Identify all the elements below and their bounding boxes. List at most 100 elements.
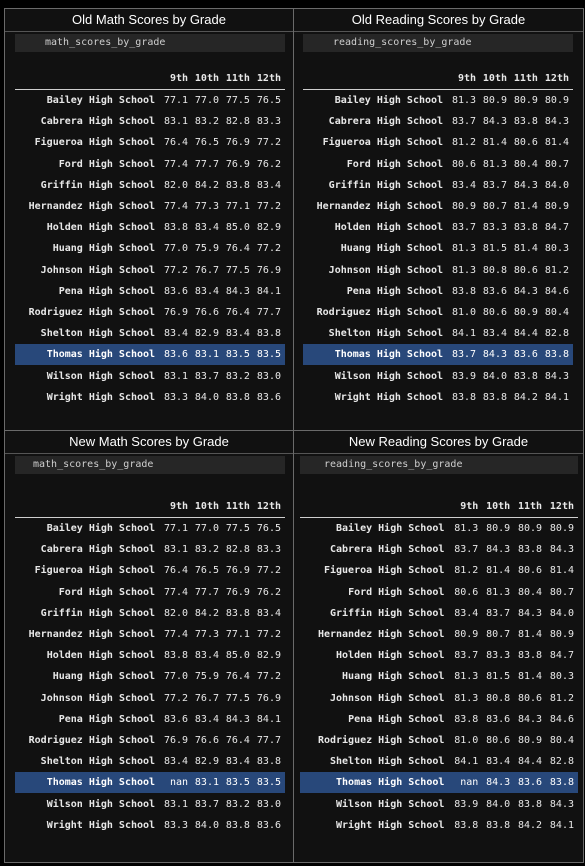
school-name: Cabrera High School	[40, 116, 156, 128]
table-row[interactable]: Huang High School 81.3 81.5 81.4 80.3	[303, 238, 573, 259]
panel-title: Old Reading Scores by Grade	[351, 12, 526, 27]
table-row[interactable]: Ford High School 80.6 81.3 80.4 80.7	[303, 154, 573, 175]
table-row[interactable]: Hernandez High School 77.4 77.3 77.1 77.2	[15, 624, 285, 645]
table-row[interactable]: Thomas High School 83.6 83.1 83.5 83.5	[15, 344, 285, 366]
score-cell: 75.9	[194, 243, 219, 255]
score-cell: 84.2	[194, 179, 219, 191]
column-header: 12th	[546, 495, 578, 518]
variable-name-box[interactable]: math_scores_by_grade	[15, 34, 285, 52]
score-cell: 84.3	[486, 777, 511, 789]
table-row[interactable]: Griffin High School 82.0 84.2 83.8 83.4	[15, 603, 285, 624]
score-cell: 83.5	[256, 349, 281, 361]
table-row[interactable]: Figueroa High School 81.2 81.4 80.6 81.4	[300, 560, 578, 581]
index-header	[303, 67, 450, 90]
score-cell: 83.1	[163, 116, 189, 128]
table-row[interactable]: Ford High School 80.6 81.3 80.4 80.7	[300, 582, 578, 603]
table-row[interactable]: Thomas High School nan 83.1 83.5 83.5	[15, 772, 285, 794]
table-row[interactable]: Shelton High School 83.4 82.9 83.4 83.8	[15, 323, 285, 344]
table-row[interactable]: Shelton High School 84.1 83.4 84.4 82.8	[303, 323, 573, 344]
table-row[interactable]: Huang High School 81.3 81.5 81.4 80.3	[300, 666, 578, 687]
table-row[interactable]: Rodriguez High School 81.0 80.6 80.9 80.4	[300, 730, 578, 751]
table-row[interactable]: Pena High School 83.8 83.6 84.3 84.6	[303, 281, 573, 302]
table-row[interactable]: Huang High School 77.0 75.9 76.4 77.2	[15, 666, 285, 687]
table-row[interactable]: Wilson High School 83.9 84.0 83.8 84.3	[300, 793, 578, 814]
table-row[interactable]: Johnson High School 81.3 80.8 80.6 81.2	[300, 688, 578, 709]
score-cell: 81.2	[549, 692, 574, 704]
table-row[interactable]: Figueroa High School 76.4 76.5 76.9 77.2	[15, 132, 285, 153]
table-row[interactable]: Cabrera High School 83.7 84.3 83.8 84.3	[303, 111, 573, 132]
table-row[interactable]: Huang High School 77.0 75.9 76.4 77.2	[15, 238, 285, 259]
table-row[interactable]: Bailey High School 81.3 80.9 80.9 80.9	[300, 518, 578, 540]
table-row[interactable]: Bailey High School 81.3 80.9 80.9 80.9	[303, 90, 573, 112]
table-row[interactable]: Bailey High School 77.1 77.0 77.5 76.5	[15, 518, 285, 540]
score-cell: 80.6	[454, 586, 479, 598]
column-header: 9th	[161, 67, 193, 90]
table-row[interactable]: Wilson High School 83.1 83.7 83.2 83.0	[15, 365, 285, 386]
table-row[interactable]: Griffin High School 82.0 84.2 83.8 83.4	[15, 175, 285, 196]
table-row[interactable]: Hernandez High School 80.9 80.7 81.4 80.9	[303, 196, 573, 217]
table-row[interactable]: Rodriguez High School 76.9 76.6 76.4 77.7	[15, 730, 285, 751]
table-row[interactable]: Hernandez High School 80.9 80.7 81.4 80.9	[300, 624, 578, 645]
table-row[interactable]: Shelton High School 83.4 82.9 83.4 83.8	[15, 751, 285, 772]
table-row[interactable]: Wright High School 83.3 84.0 83.8 83.6	[15, 815, 285, 836]
table-row[interactable]: Holden High School 83.8 83.4 85.0 82.9	[15, 217, 285, 238]
score-cell: 77.0	[194, 523, 219, 535]
table-row[interactable]: Holden High School 83.7 83.3 83.8 84.7	[303, 217, 573, 238]
table-row[interactable]: Ford High School 77.4 77.7 76.9 76.2	[15, 582, 285, 603]
table-row[interactable]: Cabrera High School 83.1 83.2 82.8 83.3	[15, 539, 285, 560]
table-row[interactable]: Wilson High School 83.1 83.7 83.2 83.0	[15, 793, 285, 814]
score-cell: 84.3	[549, 544, 574, 556]
table-row[interactable]: Johnson High School 77.2 76.7 77.5 76.9	[15, 260, 285, 281]
table-row[interactable]: Thomas High School nan 84.3 83.6 83.8	[300, 772, 578, 794]
score-cell: 84.3	[482, 116, 507, 128]
table-row[interactable]: Johnson High School 81.3 80.8 80.6 81.2	[303, 260, 573, 281]
table-row[interactable]: Holden High School 83.7 83.3 83.8 84.7	[300, 645, 578, 666]
score-cell: 76.4	[225, 243, 250, 255]
table-row[interactable]: Griffin High School 83.4 83.7 84.3 84.0	[300, 603, 578, 624]
variable-name-box[interactable]: math_scores_by_grade	[15, 456, 285, 474]
score-cell: 80.3	[544, 243, 569, 255]
score-cell: 77.2	[256, 671, 281, 683]
table-row[interactable]: Wright High School 83.3 84.0 83.8 83.6	[15, 387, 285, 408]
score-cell: 80.9	[482, 95, 507, 107]
score-cell: 82.9	[256, 222, 281, 234]
table-row[interactable]: Thomas High School 83.7 84.3 83.6 83.8	[303, 344, 573, 366]
table-row[interactable]: Figueroa High School 76.4 76.5 76.9 77.2	[15, 560, 285, 581]
score-cell: 82.8	[549, 756, 574, 768]
table-row[interactable]: Holden High School 83.8 83.4 85.0 82.9	[15, 645, 285, 666]
table-row[interactable]: Ford High School 77.4 77.7 76.9 76.2	[15, 154, 285, 175]
table-row[interactable]: Bailey High School 77.1 77.0 77.5 76.5	[15, 90, 285, 112]
score-cell: 76.5	[194, 565, 219, 577]
score-cell: 76.2	[256, 586, 281, 598]
table-row[interactable]: Wright High School 83.8 83.8 84.2 84.1	[300, 815, 578, 836]
table-header-row: 9th 10th 11th 12th	[303, 67, 573, 90]
score-cell: 84.3	[225, 285, 250, 297]
variable-name-box[interactable]: reading_scores_by_grade	[300, 456, 578, 474]
school-name: Shelton High School	[40, 328, 156, 340]
table-row[interactable]: Cabrera High School 83.7 84.3 83.8 84.3	[300, 539, 578, 560]
score-cell: 83.6	[163, 713, 189, 725]
table-row[interactable]: Griffin High School 83.4 83.7 84.3 84.0	[303, 175, 573, 196]
table-row[interactable]: Johnson High School 77.2 76.7 77.5 76.9	[15, 688, 285, 709]
score-cell: 81.4	[517, 671, 543, 683]
table-row[interactable]: Wright High School 83.8 83.8 84.2 84.1	[303, 387, 573, 408]
score-cell: 77.4	[163, 586, 189, 598]
table-row[interactable]: Pena High School 83.8 83.6 84.3 84.6	[300, 709, 578, 730]
title-divider	[294, 31, 583, 32]
variable-name-box[interactable]: reading_scores_by_grade	[303, 34, 573, 52]
score-cell: 82.9	[194, 756, 219, 768]
table-row[interactable]: Shelton High School 84.1 83.4 84.4 82.8	[300, 751, 578, 772]
table-row[interactable]: Pena High School 83.6 83.4 84.3 84.1	[15, 709, 285, 730]
table-row[interactable]: Rodriguez High School 76.9 76.6 76.4 77.7	[15, 302, 285, 323]
score-cell: 81.2	[544, 264, 569, 276]
score-cell: 80.8	[486, 692, 511, 704]
table-row[interactable]: Figueroa High School 81.2 81.4 80.6 81.4	[303, 132, 573, 153]
score-cell: 83.2	[225, 370, 250, 382]
table-row[interactable]: Rodriguez High School 81.0 80.6 80.9 80.4	[303, 302, 573, 323]
table-row[interactable]: Cabrera High School 83.1 83.2 82.8 83.3	[15, 111, 285, 132]
table-row[interactable]: Hernandez High School 77.4 77.3 77.1 77.2	[15, 196, 285, 217]
table-row[interactable]: Wilson High School 83.9 84.0 83.8 84.3	[303, 365, 573, 386]
school-name: Ford High School	[348, 586, 445, 598]
table-row[interactable]: Pena High School 83.6 83.4 84.3 84.1	[15, 281, 285, 302]
score-cell: 83.2	[194, 116, 219, 128]
